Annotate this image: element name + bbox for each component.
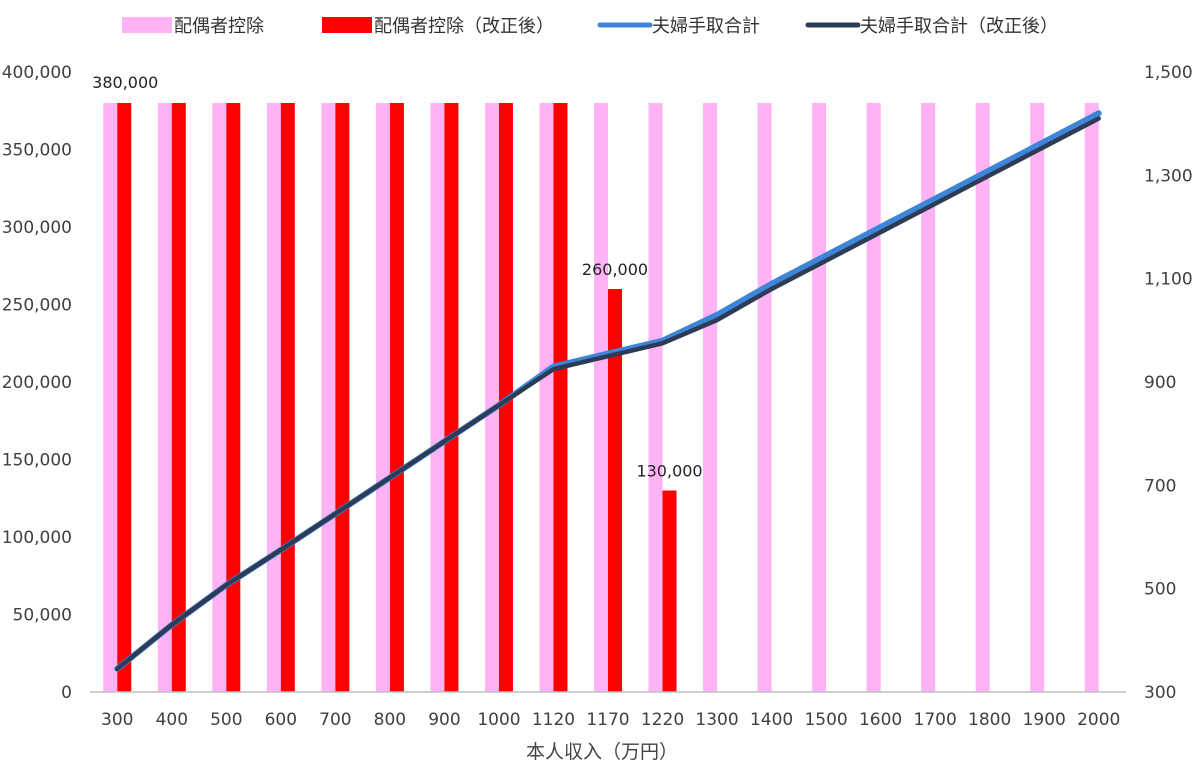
x-tick-label: 1600 — [859, 710, 902, 730]
bar-spouse-deduction-revised-700 — [335, 103, 350, 692]
bar-spouse-deduction-revised-500 — [226, 103, 241, 692]
data-label: 260,000 — [582, 260, 648, 279]
y-left-tick-label: 0 — [61, 683, 72, 703]
data-labels: 380,000 260,000 130,000 — [92, 73, 702, 481]
y-right-tick-label: 700 — [1144, 476, 1176, 496]
y-left-tick-label: 300,000 — [2, 218, 72, 238]
legend-label: 夫婦手取合計（改正後） — [860, 16, 1058, 37]
y-left-tick-label: 400,000 — [2, 63, 72, 83]
bar-spouse-deduction-1220 — [648, 103, 663, 692]
bar-spouse-deduction-revised-800 — [389, 103, 404, 692]
y-left-tick-label: 200,000 — [2, 373, 72, 393]
bar-spouse-deduction-revised-1120 — [553, 103, 568, 692]
bar-spouse-deduction-1800 — [975, 103, 990, 692]
x-tick-label: 1800 — [968, 710, 1011, 730]
bar-spouse-deduction-revised-300 — [117, 103, 132, 692]
legend-swatch — [122, 17, 172, 33]
legend: 配偶者控除 配偶者控除（改正後） 夫婦手取合計 夫婦手取合計（改正後） — [122, 16, 1058, 37]
y-left-tick-label: 250,000 — [2, 296, 72, 316]
x-tick-label: 1700 — [914, 710, 957, 730]
y-right-tick-label: 900 — [1144, 373, 1176, 393]
legend-label: 配偶者控除 — [174, 16, 264, 37]
x-tick-label: 2000 — [1077, 710, 1120, 730]
y-right-tick-label: 1,100 — [1144, 270, 1193, 290]
line-series — [114, 110, 1102, 672]
x-tick-label: 1120 — [532, 710, 575, 730]
bar-spouse-deduction-1300 — [703, 103, 718, 692]
bar-spouse-deduction-revised-600 — [280, 103, 295, 692]
bar-spouse-deduction-revised-1220 — [662, 490, 677, 692]
x-tick-label: 800 — [374, 710, 406, 730]
x-tick-label: 1300 — [695, 710, 738, 730]
x-tick-label: 900 — [428, 710, 460, 730]
legend-label: 夫婦手取合計 — [652, 16, 760, 37]
bar-spouse-deduction-700 — [321, 103, 336, 692]
bar-spouse-deduction-1900 — [1030, 103, 1045, 692]
x-tick-label: 700 — [319, 710, 351, 730]
bar-spouse-deduction-1400 — [757, 103, 772, 692]
y-left-tick-label: 150,000 — [2, 451, 72, 471]
data-label: 130,000 — [636, 462, 702, 481]
data-label: 380,000 — [92, 73, 158, 92]
y-left-tick-label: 350,000 — [2, 141, 72, 161]
bar-spouse-deduction-revised-900 — [444, 103, 459, 692]
y-right-tick-label: 1,500 — [1144, 63, 1193, 83]
bar-spouse-deduction-1600 — [866, 103, 881, 692]
bar-spouse-deduction-1500 — [812, 103, 827, 692]
bar-spouse-deduction-1170 — [594, 103, 608, 692]
bar-spouse-deduction-300 — [103, 103, 118, 692]
x-tick-label: 1170 — [586, 710, 629, 730]
bar-spouse-deduction-900 — [430, 103, 445, 692]
bar-spouse-deduction-2000 — [1084, 103, 1099, 692]
x-tick-label: 400 — [156, 710, 188, 730]
x-tick-label: 500 — [210, 710, 242, 730]
x-axis-title: 本人収入（万円） — [526, 741, 678, 763]
y-left-tick-label: 100,000 — [2, 528, 72, 548]
bar-spouse-deduction-600 — [266, 103, 281, 692]
bar-spouse-deduction-1700 — [921, 103, 936, 692]
bars-series-1 — [103, 103, 1099, 692]
bar-spouse-deduction-400 — [157, 103, 172, 692]
x-tick-label: 1220 — [641, 710, 684, 730]
bar-spouse-deduction-1000 — [484, 103, 499, 692]
bars-series-2 — [117, 103, 677, 692]
x-tick-label: 1500 — [804, 710, 847, 730]
line-couple-take-home-revised — [115, 116, 1101, 672]
bar-spouse-deduction-800 — [375, 103, 390, 692]
x-tick-label: 1400 — [750, 710, 793, 730]
bar-spouse-deduction-revised-400 — [171, 103, 186, 692]
y-right-tick-label: 500 — [1144, 580, 1176, 600]
x-tick-label: 600 — [265, 710, 297, 730]
x-tick-label: 1900 — [1023, 710, 1066, 730]
y-right-tick-label: 1,300 — [1144, 166, 1193, 186]
legend-swatch — [322, 17, 372, 33]
axes: 0 50,000 100,000 150,000 200,000 250,000 300,0… — [2, 63, 1193, 730]
y-left-tick-label: 50,000 — [13, 606, 72, 626]
bar-spouse-deduction-revised-1170 — [608, 289, 622, 692]
bar-spouse-deduction-1120 — [539, 103, 554, 692]
x-tick-label: 1000 — [477, 710, 520, 730]
legend-label: 配偶者控除（改正後） — [374, 16, 554, 37]
y-right-tick-label: 300 — [1144, 683, 1176, 703]
bar-spouse-deduction-500 — [212, 103, 227, 692]
x-tick-label: 300 — [101, 710, 133, 730]
